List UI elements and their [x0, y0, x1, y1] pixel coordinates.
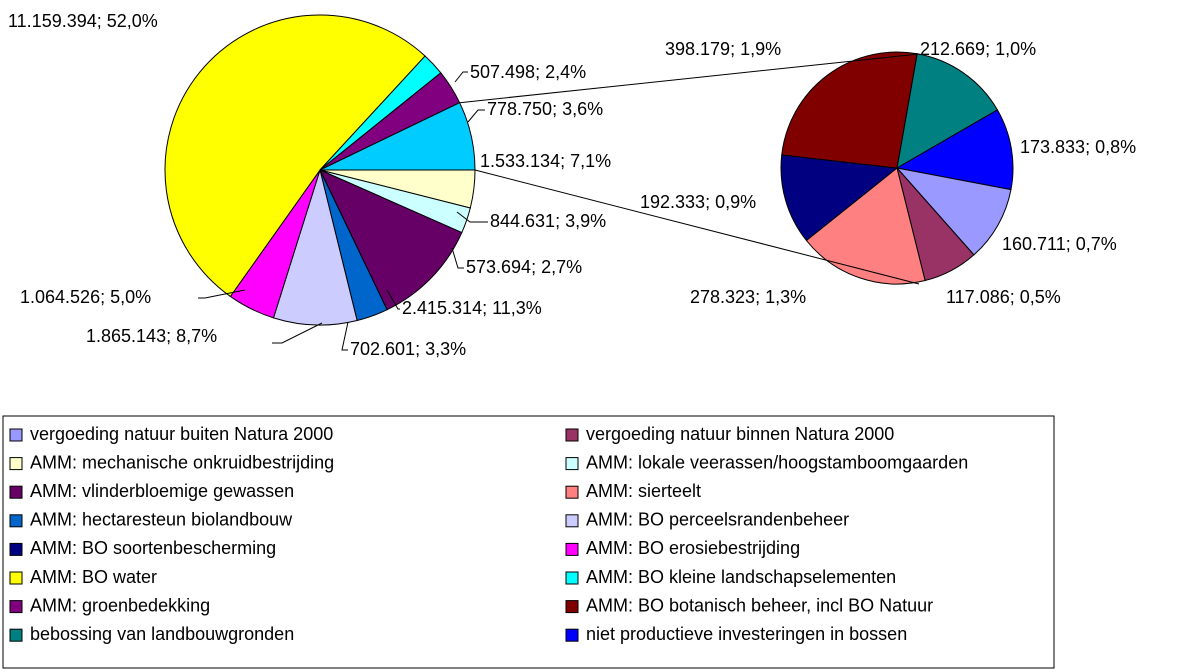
- pie-slice: [164, 14, 426, 298]
- data-label: 507.498; 2,4%: [470, 62, 586, 82]
- legend-swatch: [9, 571, 23, 585]
- pie-slice: [272, 168, 358, 326]
- data-label: 160.711; 0,7%: [1002, 234, 1117, 254]
- leader-line: [272, 322, 323, 344]
- data-label: 844.631; 3,9%: [490, 211, 606, 231]
- legend-swatch: [9, 457, 23, 471]
- legend-swatch: [9, 542, 23, 556]
- pie-slice: [895, 109, 1014, 191]
- pie-slice: [781, 51, 918, 169]
- data-label: 1.865.143; 8,7%: [86, 326, 217, 346]
- legend-label: AMM: mechanische onkruidbestrijding: [30, 452, 334, 472]
- legend-label: AMM: vlinderbloemige gewassen: [30, 481, 294, 501]
- legend-label: vergoeding natuur binnen Natura 2000: [586, 424, 894, 444]
- legend-swatch: [9, 514, 23, 528]
- connector-line: [459, 53, 920, 104]
- pie-slice: [318, 168, 463, 311]
- legend-label: AMM: BO erosiebestrijding: [586, 538, 800, 558]
- legend-swatch: [565, 485, 579, 499]
- leader-line: [454, 71, 468, 83]
- legend-swatch: [9, 600, 23, 614]
- pie-slice: [780, 154, 899, 242]
- legend-swatch: [565, 428, 579, 442]
- legend-label: AMM: lokale veerassen/hoogstamboomgaarde…: [586, 452, 968, 472]
- legend-swatch: [565, 600, 579, 614]
- legend-label: AMM: hectaresteun biolandbouw: [30, 510, 293, 530]
- legend-swatch: [565, 514, 579, 528]
- legend-swatch: [565, 542, 579, 556]
- legend-label: AMM: BO perceelsrandenbeheer: [586, 510, 849, 530]
- pie-slice: [895, 167, 1012, 256]
- legend-label: AMM: BO kleine landschapselementen: [586, 567, 896, 587]
- data-label: 192.333; 0,9%: [640, 192, 756, 212]
- connector-line: [474, 169, 920, 285]
- leader-line: [451, 247, 464, 269]
- data-label: 11.159.394; 52,0%: [8, 11, 158, 31]
- leader-line: [341, 321, 349, 351]
- legend-label: niet productieve investeringen in bossen: [586, 624, 907, 644]
- pie-slice: [896, 53, 999, 169]
- legend-box: [2, 415, 1055, 669]
- legend-label: vergoeding natuur buiten Natura 2000: [30, 424, 333, 444]
- legend-swatch: [9, 628, 23, 642]
- legend-label: bebossing van landbouwgronden: [30, 624, 294, 644]
- legend-swatch: [9, 485, 23, 499]
- legend-label: AMM: BO water: [30, 567, 157, 587]
- data-label: 212.669; 1,0%: [920, 39, 1036, 59]
- data-label: 2.415.314; 11,3%: [402, 298, 542, 318]
- legend-swatch: [9, 428, 23, 442]
- data-label: 278.323; 1,3%: [690, 287, 806, 307]
- legend-swatch: [565, 457, 579, 471]
- leader-line: [456, 211, 488, 223]
- data-label: 778.750; 3,6%: [487, 99, 603, 119]
- data-label: 573.694; 2,7%: [466, 257, 582, 277]
- leader-line: [467, 109, 485, 123]
- data-label: 398.179; 1,9%: [665, 39, 781, 59]
- leader-line: [386, 289, 400, 310]
- legend-label: AMM: groenbedekking: [30, 595, 210, 615]
- data-label: 117.086; 0,5%: [946, 287, 1061, 307]
- legend-swatch: [565, 628, 579, 642]
- data-label: 1.533.134; 7,1%: [480, 151, 611, 171]
- data-label: 173.833; 0,8%: [1020, 137, 1136, 157]
- legend-label: AMM: sierteelt: [586, 481, 701, 501]
- data-label: 1.064.526; 5,0%: [20, 287, 151, 307]
- legend-label: AMM: BO soortenbescherming: [30, 538, 276, 558]
- leader-line: [198, 289, 246, 299]
- legend-swatch: [565, 571, 579, 585]
- legend-label: AMM: BO botanisch beheer, incl BO Natuur: [586, 595, 933, 615]
- data-label: 702.601; 3,3%: [350, 339, 466, 359]
